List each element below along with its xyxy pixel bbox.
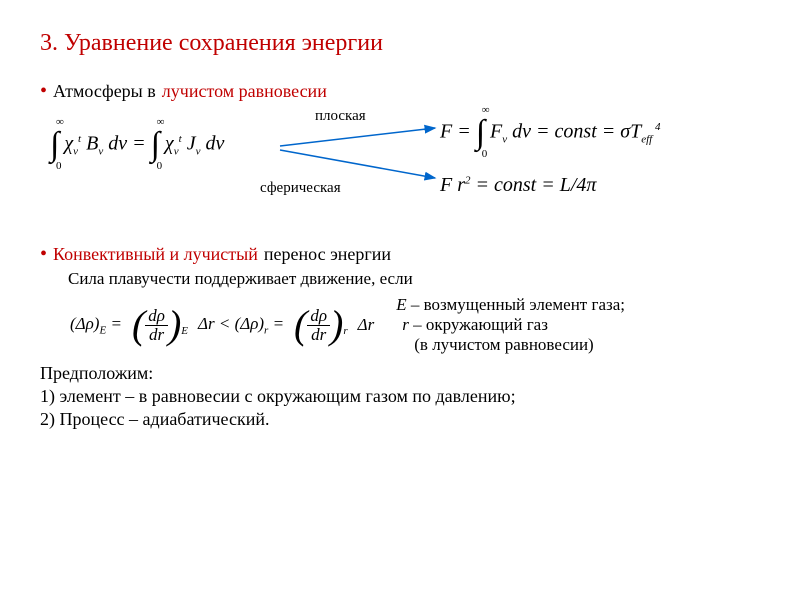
legend-E: – возмущенный элемент газа; bbox=[411, 295, 625, 314]
legend-block: E – возмущенный элемент газа; r – окружа… bbox=[396, 295, 625, 355]
legend-paren: (в лучистом равновесии) bbox=[414, 335, 625, 355]
section1-prefix: Атмосферы в bbox=[53, 81, 156, 102]
page-title: 3. Уравнение сохранения энергии bbox=[40, 30, 760, 57]
section1-highlight: лучистом равновесии bbox=[162, 81, 327, 102]
bullet-icon: • bbox=[40, 244, 47, 264]
section2-highlight: Конвективный и лучистый bbox=[53, 244, 258, 265]
eq-flat: F = ∫∞0 Fν dν = const = σTeff 4 bbox=[440, 114, 660, 152]
eq-left: ∫∞0 χνt Bν dν = ∫∞0 χνt Jν dν bbox=[50, 126, 224, 164]
formula-block-1: ∫∞0 χνt Bν dν = ∫∞0 χνt Jν dν плоская сф… bbox=[40, 106, 760, 226]
arrow-split-icon bbox=[270, 116, 450, 186]
legend-r: – окружающий газ bbox=[413, 315, 548, 334]
section2-heading: • Конвективный и лучистый перенос энерги… bbox=[40, 244, 760, 265]
assume-head: Предположим: bbox=[40, 363, 760, 384]
assume-line1: 1) элемент – в равновесии с окружающим г… bbox=[40, 386, 760, 407]
section2-note: Сила плавучести поддерживает движение, е… bbox=[68, 269, 760, 289]
buoyancy-condition: (Δρ)E = ( dρdr )E Δr < (Δρ)r = ( dρdr )r… bbox=[70, 295, 760, 355]
eq-spherical: F r2 = const = L/4π bbox=[440, 174, 596, 197]
assume-line2: 2) Процесс – адиабатический. bbox=[40, 409, 760, 430]
bullet-icon: • bbox=[40, 81, 47, 101]
section2-suffix: перенос энергии bbox=[264, 244, 391, 265]
section1-heading: • Атмосферы в лучистом равновесии bbox=[40, 81, 760, 102]
